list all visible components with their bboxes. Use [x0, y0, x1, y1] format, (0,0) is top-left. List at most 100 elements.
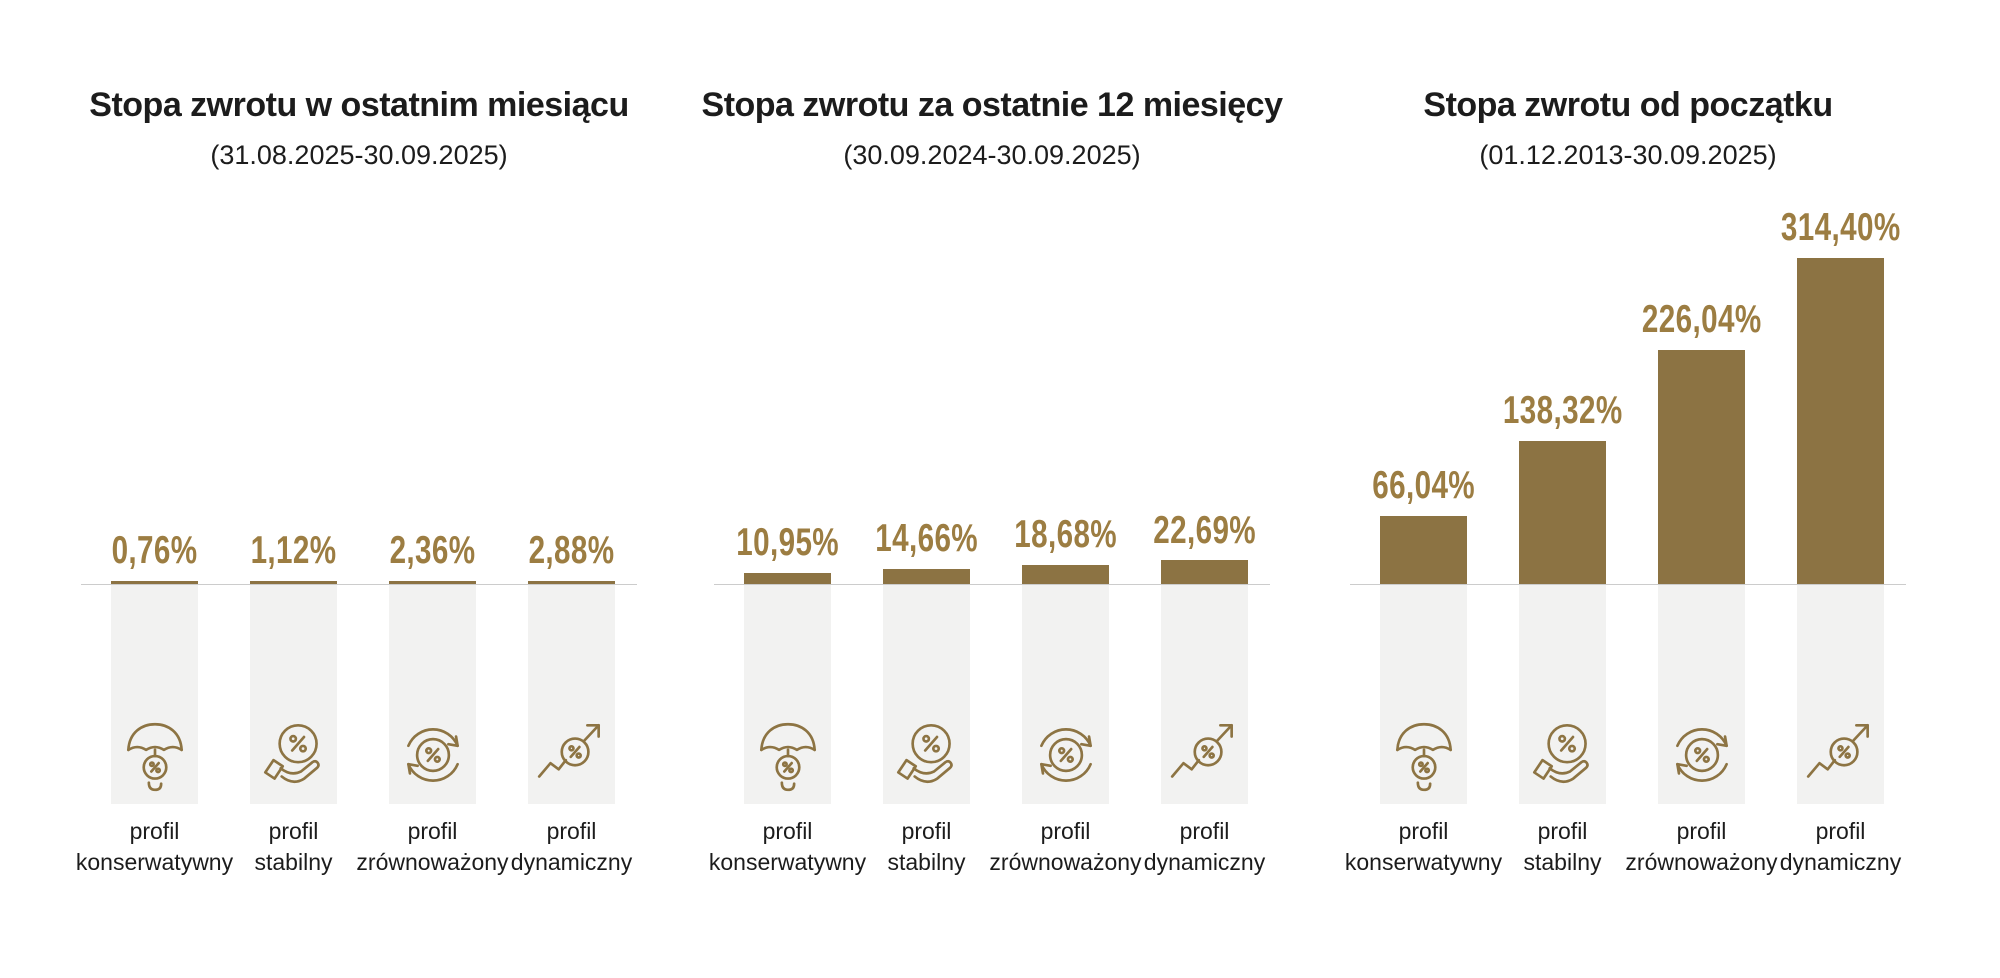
- bar-category-label: profil stabilny: [832, 816, 1022, 878]
- bar-category-label: profil zrównoważony: [338, 816, 528, 878]
- category-label-line2: stabilny: [887, 849, 966, 876]
- bar-value-label: 226,04%: [1592, 297, 1812, 342]
- bar-value-label: 18,68%: [956, 512, 1176, 557]
- category-label-line2: konserwatywny: [1344, 849, 1503, 876]
- bar-value-text: 66,04%: [1372, 463, 1475, 507]
- bar-value-label: 2,36%: [323, 529, 543, 573]
- bar-value-text: 0,76%: [111, 529, 198, 573]
- category-label-line1: profil: [407, 818, 458, 844]
- bar-konserwatywny: [1380, 515, 1467, 584]
- bar-value-label: 138,32%: [1453, 388, 1673, 433]
- bar-konserwatywny: [744, 572, 831, 584]
- bar-value-label: 2,88%: [462, 529, 682, 573]
- category-label-line1: profil: [1179, 818, 1230, 844]
- bar-value-text: 2,88%: [528, 529, 615, 573]
- bar-value-text: 138,32%: [1502, 388, 1623, 432]
- cycle-percent-icon: [1025, 714, 1107, 796]
- category-label-line2: zrównoważony: [1625, 849, 1778, 876]
- profile-column: [1797, 585, 1884, 804]
- category-label-line1: profil: [1040, 818, 1091, 844]
- bar-zrównoważony: [389, 581, 476, 584]
- category-label-line1: profil: [546, 818, 597, 844]
- chart-panel-since-inception: Stopa zwrotu od początku (01.12.2013-30.0…: [1345, 0, 1906, 978]
- category-label-line1: profil: [1815, 818, 1866, 844]
- bar-value-text: 14,66%: [875, 516, 978, 560]
- umbrella-percent-icon: [114, 714, 196, 796]
- category-label-line1: profil: [901, 818, 952, 844]
- category-label-line1: profil: [268, 818, 319, 844]
- profile-column: [883, 585, 970, 804]
- bar-dynamiczny: [1797, 257, 1884, 584]
- category-label-line1: profil: [1676, 818, 1727, 844]
- profile-column: [250, 585, 337, 804]
- bar-stabilny: [1519, 440, 1606, 584]
- hand-percent-icon: [886, 714, 968, 796]
- bar-value-text: 226,04%: [1641, 297, 1762, 341]
- category-label-line2: zrównoważony: [989, 849, 1142, 876]
- profile-column: [389, 585, 476, 804]
- bar-value-label: 0,76%: [45, 529, 265, 573]
- axis-baseline: [81, 584, 637, 585]
- category-label-line1: profil: [762, 818, 813, 844]
- bar-value-text: 2,36%: [389, 529, 476, 573]
- bar-dynamiczny: [1161, 560, 1248, 584]
- bar-category-label: profil dynamiczny: [477, 816, 667, 878]
- category-label-line1: profil: [1537, 818, 1588, 844]
- bar-value-text: 10,95%: [736, 520, 839, 564]
- category-label-line2: dynamiczny: [1779, 849, 1902, 876]
- bar-value-label: 22,69%: [1095, 508, 1315, 553]
- chart-panel-last-12-months: Stopa zwrotu za ostatnie 12 miesięcy (30.…: [702, 0, 1283, 978]
- bar-stabilny: [250, 581, 337, 584]
- hand-percent-icon: [253, 714, 335, 796]
- profile-column: [1658, 585, 1745, 804]
- chart-title: Stopa zwrotu od początku: [1423, 86, 1833, 124]
- axis-baseline: [1350, 584, 1906, 585]
- profile-column: [1519, 585, 1606, 804]
- bar-value-text: 18,68%: [1014, 512, 1117, 556]
- profile-column: [744, 585, 831, 804]
- bar-category-label: profil konserwatywny: [60, 816, 250, 878]
- bar-value-label: 1,12%: [184, 529, 404, 573]
- category-label-line1: profil: [1398, 818, 1449, 844]
- bar-category-label: profil dynamiczny: [1746, 816, 1936, 878]
- umbrella-percent-icon: [1383, 714, 1465, 796]
- bar-value-text: 22,69%: [1153, 508, 1256, 552]
- bar-dynamiczny: [528, 581, 615, 584]
- cycle-percent-icon: [392, 714, 474, 796]
- bar-category-label: profil zrównoważony: [971, 816, 1161, 878]
- bar-category-label: profil konserwatywny: [693, 816, 883, 878]
- bar-konserwatywny: [111, 581, 198, 584]
- growth-percent-icon: [1164, 714, 1246, 796]
- chart-date-range: (30.09.2024-30.09.2025): [843, 140, 1141, 170]
- category-label-line2: stabilny: [254, 849, 333, 876]
- bar-value-label: 66,04%: [1314, 463, 1534, 508]
- bar-stabilny: [883, 568, 970, 584]
- growth-percent-icon: [531, 714, 613, 796]
- category-label-line2: dynamiczny: [1143, 849, 1266, 876]
- category-label-line2: dynamiczny: [510, 849, 633, 876]
- chart-date-range: (31.08.2025-30.09.2025): [210, 140, 508, 170]
- bar-category-label: profil konserwatywny: [1329, 816, 1519, 878]
- bar-category-label: profil stabilny: [1468, 816, 1658, 878]
- profile-column: [528, 585, 615, 804]
- profile-column: [1022, 585, 1109, 804]
- bar-value-text: 314,40%: [1780, 206, 1901, 250]
- chart-title: Stopa zwrotu za ostatnie 12 miesięcy: [701, 86, 1283, 124]
- cycle-percent-icon: [1661, 714, 1743, 796]
- category-label-line2: konserwatywny: [75, 849, 234, 876]
- category-label-line2: zrównoważony: [356, 849, 509, 876]
- bar-category-label: profil stabilny: [199, 816, 389, 878]
- umbrella-percent-icon: [747, 714, 829, 796]
- growth-percent-icon: [1800, 714, 1882, 796]
- bar-value-label: 14,66%: [817, 516, 1037, 561]
- chart-date-range: (01.12.2013-30.09.2025): [1479, 140, 1777, 170]
- category-label-line1: profil: [129, 818, 180, 844]
- bar-category-label: profil zrównoważony: [1607, 816, 1797, 878]
- axis-baseline: [714, 584, 1270, 585]
- hand-percent-icon: [1522, 714, 1604, 796]
- chart-panel-last-month: Stopa zwrotu w ostatnim miesiącu (31.08.2…: [76, 0, 637, 978]
- profile-column: [111, 585, 198, 804]
- bar-zrównoważony: [1658, 349, 1745, 584]
- bar-zrównoważony: [1022, 564, 1109, 584]
